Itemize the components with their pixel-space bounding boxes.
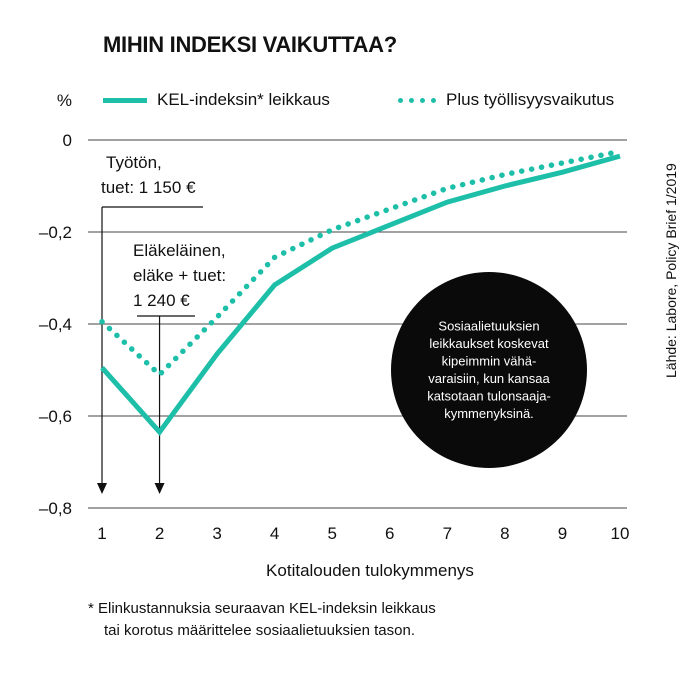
legend-item-dotted: Plus työllisyysvaikutus [398, 88, 614, 112]
legend-label-dotted: Plus työllisyysvaikutus [446, 90, 615, 109]
annotation-pensioner-arrow-head [154, 483, 165, 494]
legend-item-solid: KEL-indeksin* leikkaus [103, 88, 330, 112]
callout-text-line-1: Sosiaalietuuksien [438, 318, 539, 333]
x-axis-label: Kotitalouden tulokymmenys [266, 561, 474, 580]
callout-bubble [391, 272, 587, 468]
x-tick-label: 1 [97, 524, 106, 543]
legend-swatch-solid [103, 97, 147, 103]
callout-text-line-2: leikkaukset koskevat [429, 336, 549, 351]
x-tick-label: 2 [155, 524, 164, 543]
chart-title: MIHIN INDEKSI VAIKUTTAA? [103, 32, 397, 57]
footnote: * Elinkustannuksia seuraavan KEL-indeksi… [88, 598, 436, 642]
callout-text-line-4: varaisiin, kun kansaa [428, 371, 550, 386]
annotation-unemployed-arrow-head [97, 483, 107, 494]
series-line-kel-cut [100, 153, 621, 437]
x-tick-label: 4 [270, 524, 279, 543]
x-tick-label: 7 [443, 524, 452, 543]
source-label: Lähde: Labore, Policy Brief 1/2019 [663, 163, 679, 378]
y-tick-label: –0,6 [39, 407, 72, 426]
y-axis-label: % [57, 91, 72, 110]
x-tick-label: 9 [558, 524, 567, 543]
footnote-line-2: tai korotus määrittelee sosiaalietuuksie… [104, 622, 416, 639]
y-tick-label: –0,2 [39, 223, 72, 242]
y-tick-label: 0 [63, 131, 72, 150]
x-tick-label: 6 [385, 524, 394, 543]
legend-label-solid: KEL-indeksin* leikkaus [157, 90, 330, 109]
annotation-pensioner-line-3: 1 240 € [133, 291, 190, 310]
callout-text-line-5: katsotaan tulonsaaja- [427, 388, 551, 403]
y-tick-label: –0,4 [39, 315, 72, 334]
x-tick-label: 8 [500, 524, 509, 543]
annotation-unemployed-line-2: tuet: 1 150 € [101, 178, 196, 197]
annotation-pensioner-line-1: Eläkeläinen, [133, 241, 226, 260]
annotation-pensioner-line-2: eläke + tuet: [133, 266, 226, 285]
x-tick-label: 10 [611, 524, 630, 543]
annotation-unemployed-line-1: Työtön, [106, 153, 162, 172]
series-line-employment [99, 148, 623, 379]
footnote-line-1: * Elinkustannuksia seuraavan KEL-indeksi… [88, 600, 436, 617]
y-tick-label: –0,8 [39, 499, 72, 518]
x-tick-label: 5 [327, 524, 336, 543]
x-tick-label: 3 [212, 524, 221, 543]
legend-swatch-dotted [398, 97, 436, 103]
callout-text-line-3: kipeimmin vähä- [442, 353, 537, 368]
callout-text-line-6: kymmenyksinä. [444, 406, 534, 421]
